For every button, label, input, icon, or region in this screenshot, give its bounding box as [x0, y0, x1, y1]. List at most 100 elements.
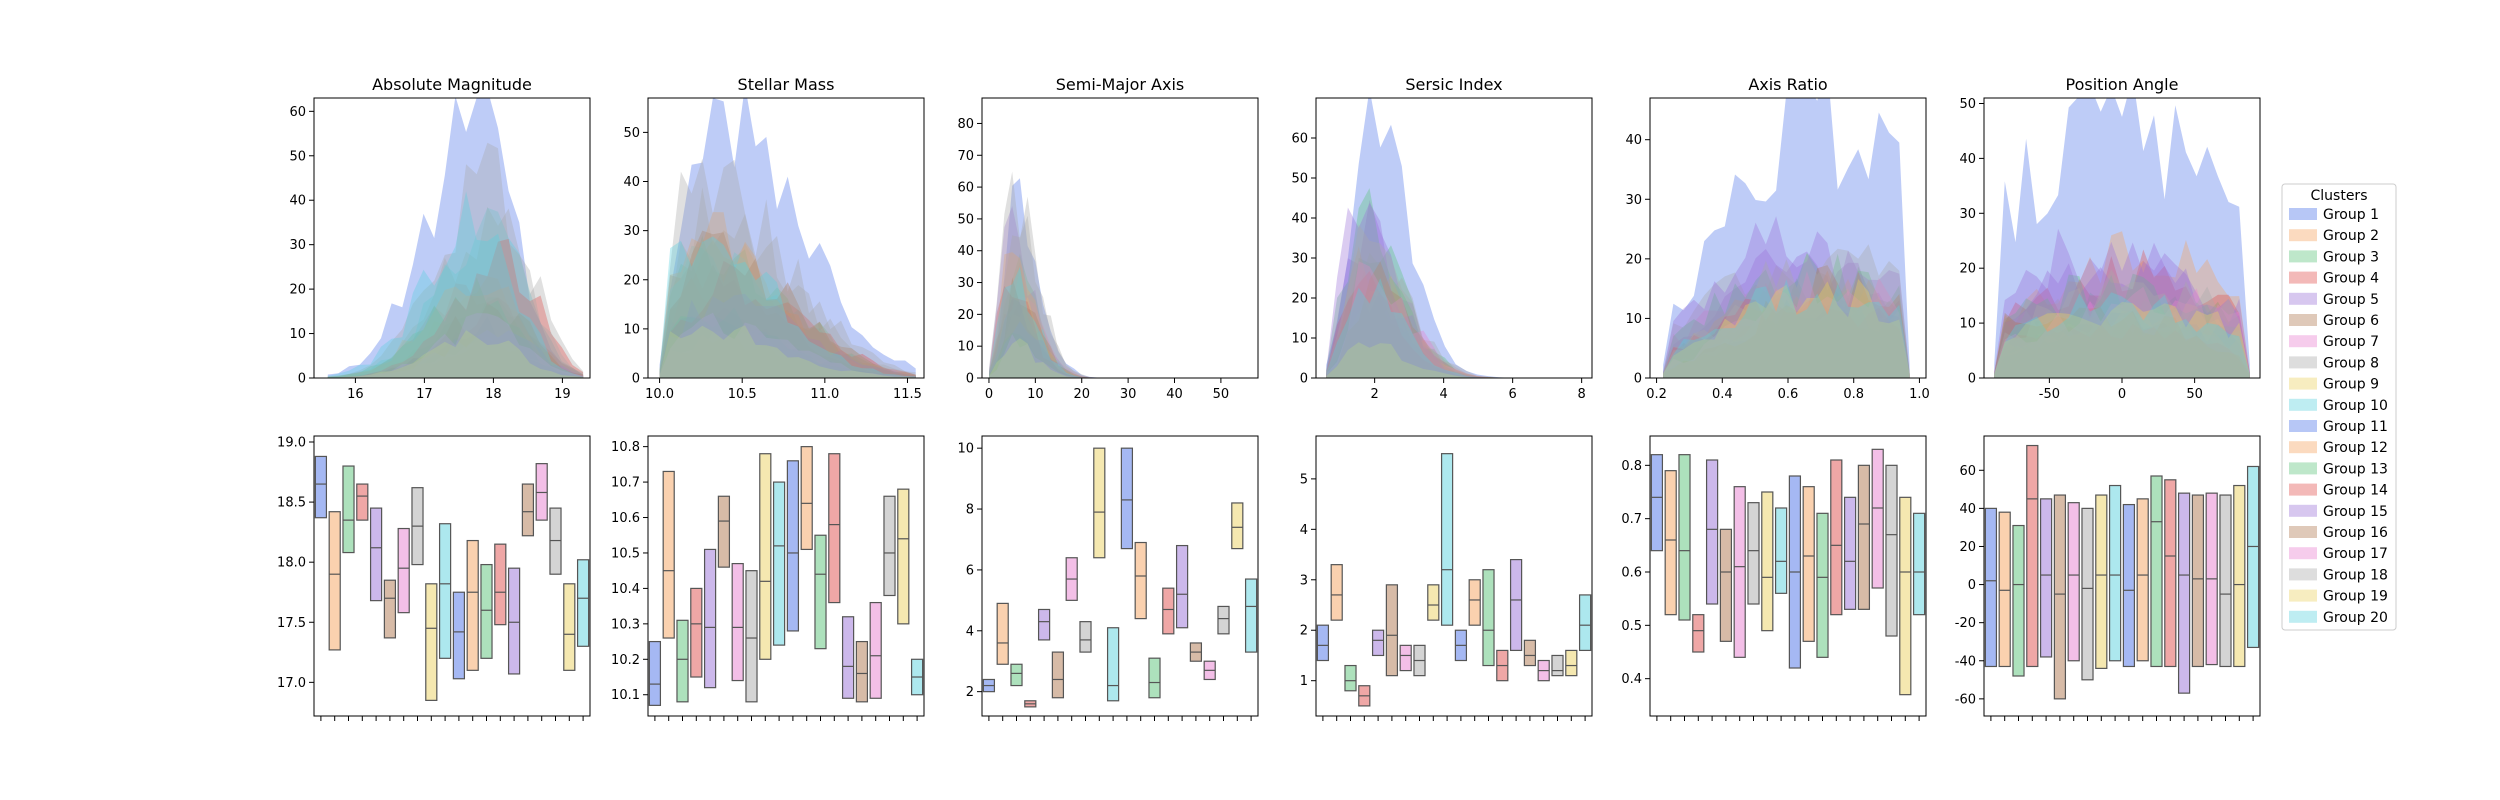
- area-series-group-1: [327, 98, 584, 378]
- area-series-group-15: [1994, 228, 2250, 378]
- y-tick-label: 20: [1959, 540, 1976, 555]
- area-series-group-12: [1663, 270, 1910, 378]
- area-series-group-20: [1663, 279, 1910, 378]
- y-tick-label: 0: [1968, 578, 1976, 593]
- box-group-8: [1079, 621, 1092, 653]
- x-tick-label: 11.0: [810, 387, 839, 402]
- box-group-3: [2012, 524, 2025, 677]
- x-tick-label: 50: [2186, 387, 2203, 402]
- panel-title: Sersic Index: [1405, 75, 1502, 94]
- area-series-group-16: [1663, 265, 1910, 378]
- box-group-15: [2177, 492, 2191, 694]
- plot-area: [989, 171, 1175, 378]
- box-group-3: [342, 465, 355, 554]
- box-group-13: [2150, 475, 2163, 668]
- area-series-group-6: [989, 298, 1175, 378]
- area-series-group-11: [989, 298, 1175, 378]
- area-series-group-14: [989, 286, 1175, 378]
- legend-frame: [2281, 183, 2397, 631]
- axes-frame: [1315, 435, 1593, 717]
- box-group-5: [1705, 459, 1719, 605]
- area-series-group-5: [1326, 200, 1586, 378]
- box-group-16: [855, 640, 869, 703]
- box-group-19: [2233, 484, 2246, 668]
- y-tick-label: 0: [632, 372, 640, 387]
- area-series-group-13: [1994, 273, 2250, 378]
- histogram-panel-6: Position Angle -50 0 50 0 10 20 30 40 50: [1959, 75, 2261, 402]
- legend-label-9: Group 9: [2323, 377, 2379, 393]
- area-series-group-6: [659, 262, 916, 378]
- box-panel-4: 1 2 3 4 5: [1300, 435, 1593, 721]
- x-tick-label: 10.0: [645, 387, 674, 402]
- y-tick-label: 40: [1959, 502, 1976, 517]
- area-series-group-6: [1994, 322, 2250, 378]
- area-series-group-2: [1663, 299, 1910, 378]
- box-group-13: [1148, 657, 1161, 699]
- area-series-group-8: [989, 215, 1175, 378]
- box-group-7: [2067, 502, 2080, 662]
- box-group-19: [1899, 496, 1912, 696]
- area-series-group-11: [327, 315, 584, 378]
- box-group-17: [535, 463, 548, 521]
- legend-label-19: Group 19: [2323, 589, 2388, 605]
- legend-swatch-6: [2289, 314, 2317, 326]
- box-group-8: [1747, 502, 1760, 605]
- area-series-group-10: [1663, 304, 1910, 378]
- area-series-group-3: [989, 253, 1175, 378]
- box-group-17: [1871, 448, 1884, 589]
- area-series-group-19: [1994, 301, 2250, 378]
- area-series-group-13: [989, 332, 1175, 378]
- area-series-group-15: [989, 321, 1175, 378]
- y-tick-label: -60: [1955, 692, 1976, 707]
- legend-label-14: Group 14: [2323, 483, 2388, 499]
- y-tick-label: 50: [957, 212, 974, 227]
- box-group-16: [1523, 639, 1537, 667]
- panel-title: Semi-Major Axis: [1056, 75, 1185, 94]
- x-tick-label: 1.0: [1909, 387, 1930, 402]
- plot-area: [327, 98, 584, 378]
- area-series-group-2: [989, 262, 1175, 378]
- area-series-group-6: [1663, 297, 1910, 378]
- area-series-group-13: [327, 277, 584, 378]
- box-group-20: [576, 559, 590, 647]
- panel-title: Position Angle: [2066, 75, 2179, 94]
- box-group-15: [841, 616, 855, 699]
- box-group-19: [1231, 502, 1244, 550]
- legend-label-20: Group 20: [2323, 610, 2388, 626]
- area-series-group-8: [659, 187, 916, 378]
- box-group-12: [2136, 498, 2149, 662]
- y-tick-label: 10: [1959, 317, 1976, 332]
- area-series-group-3: [659, 235, 916, 378]
- legend-label-18: Group 18: [2323, 567, 2388, 583]
- area-series-group-11: [659, 314, 916, 378]
- legend-swatch-14: [2289, 483, 2317, 496]
- box-group-2: [328, 511, 341, 651]
- legend-label-4: Group 4: [2323, 271, 2379, 287]
- y-tick-label: 30: [957, 276, 974, 291]
- area-series-group-10: [1994, 309, 2250, 378]
- box-group-8: [745, 570, 758, 703]
- box-group-6: [717, 495, 731, 568]
- box-group-20: [1244, 578, 1258, 653]
- box-panel-5: 0.4 0.5 0.6 0.7 0.8: [1621, 435, 1927, 721]
- x-tick-label: 50: [1213, 387, 1230, 402]
- axes-frame: [1983, 97, 2261, 379]
- area-series-group-12: [659, 212, 916, 378]
- box-group-2: [1330, 564, 1343, 621]
- y-tick-label: 30: [1291, 252, 1308, 267]
- box-group-5: [1037, 608, 1051, 641]
- area-series-group-15: [327, 329, 584, 378]
- box-group-20: [1912, 512, 1926, 616]
- box-group-7: [1733, 486, 1746, 658]
- legend-swatch-11: [2289, 420, 2317, 432]
- legend-label-7: Group 7: [2323, 334, 2379, 350]
- histogram-panel-1: Absolute Magnitude 16 17 18 19 0 10 20 30 40 50 60: [289, 75, 591, 402]
- x-tick-label: 0.8: [1843, 387, 1864, 402]
- histogram-panel-2: Stellar Mass 10.0 10.5 11.0 11.5 0 10 20 30 40 50: [623, 75, 925, 402]
- y-tick-label: 0: [966, 372, 974, 387]
- area-series-group-16: [1994, 307, 2250, 378]
- y-tick-label: 60: [1291, 132, 1308, 147]
- area-series-group-3: [327, 297, 584, 378]
- histogram-panel-4: Sersic Index 2 4 6 8 0 10 20 30 40 50 60: [1291, 75, 1593, 402]
- y-tick-label: 0: [1968, 372, 1976, 387]
